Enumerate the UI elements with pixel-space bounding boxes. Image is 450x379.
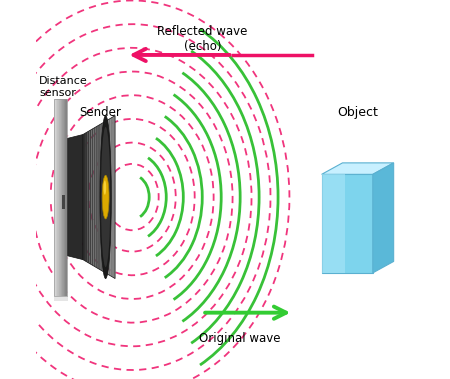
Polygon shape <box>85 132 87 262</box>
Bar <box>62 99 63 296</box>
Polygon shape <box>89 130 91 265</box>
Polygon shape <box>322 163 394 174</box>
Polygon shape <box>322 174 373 273</box>
Bar <box>58 99 59 296</box>
Ellipse shape <box>102 175 109 219</box>
Text: Object: Object <box>337 106 378 119</box>
Polygon shape <box>108 118 111 276</box>
Polygon shape <box>68 135 83 260</box>
Ellipse shape <box>100 116 111 279</box>
Bar <box>55 99 56 296</box>
Bar <box>61 99 62 296</box>
Text: Sender: Sender <box>79 106 121 119</box>
Text: Distance
sensor: Distance sensor <box>39 76 88 98</box>
Polygon shape <box>94 127 96 267</box>
Bar <box>54 99 55 296</box>
Polygon shape <box>91 128 94 266</box>
Polygon shape <box>104 121 107 274</box>
Polygon shape <box>102 122 104 272</box>
Bar <box>57 99 58 296</box>
Polygon shape <box>111 117 113 277</box>
Polygon shape <box>373 163 394 273</box>
Polygon shape <box>83 133 85 261</box>
Polygon shape <box>322 174 345 273</box>
Bar <box>64 99 65 296</box>
Polygon shape <box>100 123 102 271</box>
Bar <box>54 99 67 296</box>
Polygon shape <box>107 119 108 275</box>
Text: Original wave: Original wave <box>199 332 281 345</box>
Polygon shape <box>87 131 89 263</box>
Polygon shape <box>113 116 115 279</box>
Bar <box>66 99 67 296</box>
Bar <box>58 99 59 296</box>
Bar <box>60 99 61 296</box>
Polygon shape <box>96 126 98 268</box>
Polygon shape <box>98 124 100 270</box>
Ellipse shape <box>104 180 106 195</box>
Ellipse shape <box>101 127 110 267</box>
Bar <box>65 99 66 296</box>
Bar <box>59 99 60 296</box>
Bar <box>54 99 68 301</box>
Bar <box>63 99 64 296</box>
Text: Reflected wave
(echo): Reflected wave (echo) <box>157 25 248 53</box>
Bar <box>62 195 65 209</box>
Bar <box>56 99 57 296</box>
